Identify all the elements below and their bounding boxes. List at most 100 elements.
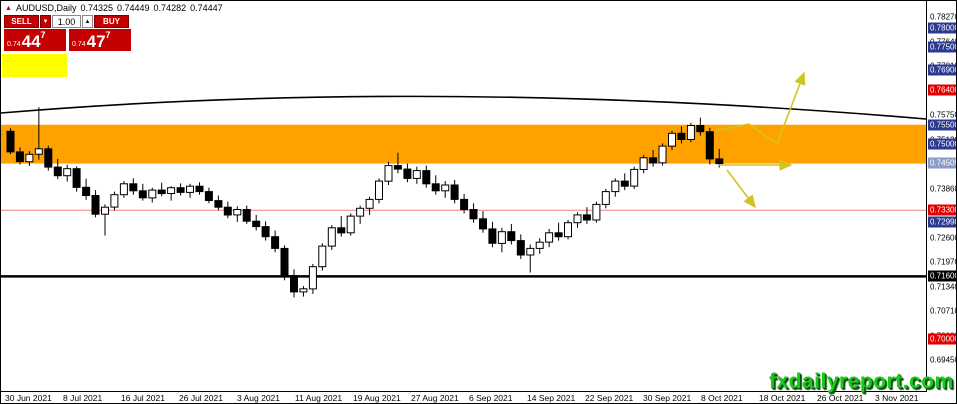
candle <box>412 170 421 179</box>
candle <box>223 206 232 216</box>
sell-price-display[interactable]: 0.74 44 7 <box>4 29 66 51</box>
candle <box>44 148 53 168</box>
candle <box>280 247 289 277</box>
chart-plot-area[interactable]: ▲ AUDUSD,Daily 0.74325 0.74449 0.74282 0… <box>1 1 927 392</box>
buy-price-display[interactable]: 0.74 47 7 <box>69 29 131 51</box>
candle <box>393 165 402 170</box>
price-axis[interactable]: 0.782700.776400.770100.763800.757500.751… <box>928 1 957 392</box>
yellow-highlight-annotation <box>2 54 67 77</box>
support-level-badge: 0.73300 <box>928 204 957 216</box>
candle <box>34 148 43 155</box>
symbol-icon: ▲ <box>5 4 12 12</box>
yellow-arrow-annotation <box>726 169 756 209</box>
date-axis-label: 27 Aug 2021 <box>411 393 459 403</box>
sell-price-big: 44 <box>21 32 41 51</box>
candle <box>507 231 516 242</box>
candle <box>356 207 365 217</box>
candle <box>15 151 24 163</box>
sell-dropdown-button[interactable]: ▼ <box>40 15 51 28</box>
sell-price-prefix: 0.74 <box>7 41 21 48</box>
candle <box>261 226 270 238</box>
candle <box>318 245 327 268</box>
resistance-level-badge: 0.76900 <box>928 64 957 76</box>
date-axis-label: 30 Sep 2021 <box>643 393 692 403</box>
candle <box>63 168 72 177</box>
candle <box>526 247 535 256</box>
date-axis-label: 19 Aug 2021 <box>353 393 401 403</box>
candles <box>6 107 724 298</box>
date-axis-label: 16 Jul 2021 <box>121 393 165 403</box>
date-axis-label: 11 Aug 2021 <box>295 393 343 403</box>
volume-input[interactable]: 1.00 <box>52 15 81 28</box>
quote-open: 0.74325 <box>80 3 113 13</box>
candle <box>290 275 298 293</box>
watermark: fxdailyreport.com <box>769 370 954 393</box>
date-axis-label: 3 Aug 2021 <box>237 393 281 403</box>
candle <box>601 191 610 205</box>
price-axis-label: 0.73860 <box>930 184 957 193</box>
candle <box>101 206 109 215</box>
candle <box>72 168 81 188</box>
candle <box>403 168 412 179</box>
candle <box>554 232 563 238</box>
candle <box>479 218 487 230</box>
price-axis-label: 0.71970 <box>930 257 957 267</box>
candle <box>668 132 676 147</box>
candle <box>119 183 128 196</box>
candle <box>337 227 346 234</box>
date-axis-label: 8 Jul 2021 <box>63 393 103 403</box>
candle <box>582 214 591 221</box>
candle <box>630 168 639 187</box>
candle <box>564 222 572 238</box>
candlestick-chart-canvas <box>1 71 926 298</box>
quote-bar: ▲ AUDUSD,Daily 0.74325 0.74449 0.74282 0… <box>5 3 223 13</box>
candle <box>327 227 336 247</box>
date-axis-label: 26 Jul 2021 <box>179 393 223 403</box>
support-level-badge: 0.70000 <box>928 333 957 345</box>
candle <box>658 145 667 164</box>
candle <box>204 191 213 202</box>
candle <box>497 231 506 244</box>
candle <box>138 190 147 199</box>
candle <box>91 195 100 215</box>
one-click-trading-panel: SELL ▼ 1.00 ▲ BUY 0.74 44 7 0.74 47 7 <box>4 15 131 51</box>
volume-up-button[interactable]: ▲ <box>82 15 93 28</box>
resistance-level-badge: 0.77500 <box>928 41 957 53</box>
date-axis[interactable]: 30 Jun 2021 8 Jul 2021 16 Jul 2021 26 Jul 2… <box>1 393 927 403</box>
candle <box>53 166 62 177</box>
candle <box>545 232 554 243</box>
date-axis-label: 6 Sep 2021 <box>469 393 513 403</box>
date-axis-label: 26 Oct 2021 <box>817 393 864 403</box>
orange-zone-band <box>1 124 926 164</box>
candle <box>148 189 157 199</box>
zone-top-badge: 0.75500 <box>928 119 957 131</box>
candle <box>592 203 601 221</box>
candle <box>431 183 440 192</box>
date-axis-label: 8 Oct 2021 <box>701 393 743 403</box>
candle <box>620 180 629 187</box>
quote-symbol: AUDUSD,Daily <box>15 3 77 13</box>
price-axis-label: 0.78270 <box>930 12 957 22</box>
current-price-badge: 0.74505 <box>928 157 957 169</box>
sell-price-pipette: 7 <box>40 30 46 40</box>
price-axis-label: 0.72600 <box>930 233 957 242</box>
candle <box>25 153 34 163</box>
candle <box>82 186 91 197</box>
buy-price-prefix: 0.74 <box>72 41 86 48</box>
sell-button[interactable]: SELL <box>4 15 39 28</box>
candle <box>6 130 15 153</box>
buy-price-pipette: 7 <box>105 30 111 40</box>
candle <box>696 125 705 133</box>
date-axis-label: 18 Oct 2021 <box>759 393 806 403</box>
candle <box>299 288 308 293</box>
candle <box>167 187 176 194</box>
candle <box>186 185 194 193</box>
candle <box>686 125 695 140</box>
candle <box>469 209 478 220</box>
quote-close: 0.74447 <box>190 3 223 13</box>
buy-button[interactable]: BUY <box>94 15 129 28</box>
candle <box>649 157 658 164</box>
candle <box>271 236 280 249</box>
price-axis-label: 0.70710 <box>930 306 957 316</box>
